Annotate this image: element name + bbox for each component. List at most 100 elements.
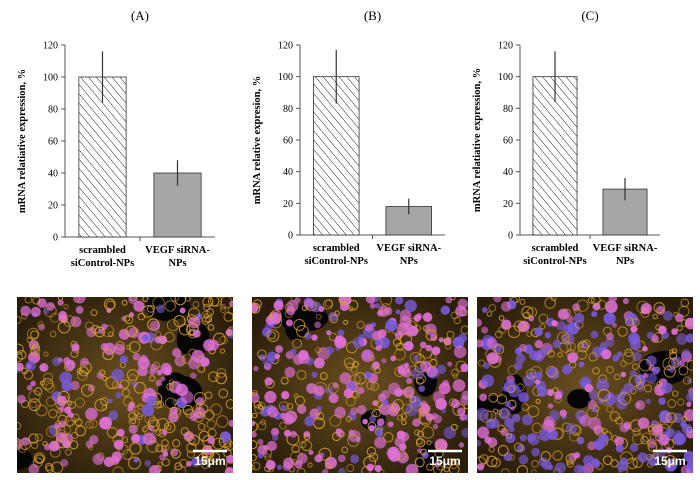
cell [346, 464, 355, 473]
cell [20, 305, 31, 317]
cell [369, 355, 375, 362]
cell [417, 448, 423, 454]
cell [116, 428, 125, 437]
cell [601, 428, 608, 435]
cell [577, 341, 589, 353]
cell [285, 319, 294, 327]
cell [219, 335, 228, 345]
cell [183, 431, 195, 442]
cell [112, 466, 124, 473]
cell [316, 412, 325, 421]
cell [391, 403, 401, 413]
y-tick-label: 20 [503, 199, 513, 210]
cell [301, 305, 308, 311]
cell [354, 372, 367, 385]
cell [403, 341, 414, 352]
cell [313, 357, 325, 369]
cell [534, 340, 543, 349]
cell [452, 379, 466, 392]
cell [155, 444, 164, 453]
cell [411, 367, 425, 380]
cell [562, 324, 572, 333]
cell [298, 441, 307, 449]
cell [294, 395, 306, 406]
cell [329, 314, 339, 324]
cell [573, 452, 581, 459]
cell [482, 362, 490, 370]
cell [321, 469, 329, 473]
cell [253, 366, 259, 372]
cell [219, 348, 226, 354]
cell [425, 329, 438, 341]
cell [254, 404, 265, 414]
cell [394, 388, 403, 397]
cell [315, 347, 322, 354]
cell [521, 306, 534, 319]
cell [374, 436, 387, 449]
cell [496, 394, 508, 405]
cell [57, 299, 64, 306]
cell [186, 442, 197, 454]
cell [34, 387, 43, 396]
cell [30, 380, 37, 387]
cell [113, 343, 126, 356]
cell [159, 454, 166, 461]
cell [334, 406, 346, 419]
cell [658, 434, 670, 446]
cell [182, 404, 194, 416]
cell [314, 321, 322, 329]
cell [588, 390, 600, 401]
cell [675, 313, 684, 323]
cell [85, 407, 98, 421]
cell [513, 442, 524, 452]
cell [669, 351, 678, 360]
cell [369, 302, 376, 309]
cell [367, 421, 377, 431]
cell [128, 456, 141, 470]
cell [366, 463, 374, 472]
cell [393, 348, 406, 361]
cell [397, 414, 404, 421]
cell [358, 334, 364, 340]
cell [318, 306, 325, 313]
cell [185, 323, 199, 337]
cell [252, 412, 258, 419]
cell [421, 426, 435, 439]
cell [172, 439, 181, 448]
y-tick-label: 60 [48, 137, 58, 148]
cell [581, 339, 591, 349]
cell [324, 299, 334, 308]
cell [45, 382, 56, 393]
cell [578, 465, 587, 473]
cell [17, 394, 26, 404]
cell [197, 364, 206, 373]
cell [184, 432, 192, 440]
cell [507, 325, 521, 339]
cell [528, 350, 539, 360]
cell [128, 341, 141, 353]
cell [567, 352, 578, 363]
y-axis-label: mRNA relatiative expression, % [472, 68, 483, 212]
cell [676, 325, 683, 332]
cell [573, 313, 585, 324]
cell [289, 430, 297, 438]
cell [395, 309, 401, 315]
cell [113, 439, 124, 450]
cell [535, 398, 541, 405]
cell [534, 327, 544, 337]
cell [94, 326, 105, 338]
cell [210, 297, 223, 307]
cell [370, 382, 380, 391]
cell [379, 297, 393, 306]
cell [445, 297, 453, 304]
y-tick-label: 60 [503, 136, 513, 147]
cell [155, 379, 163, 387]
cell [286, 402, 294, 410]
cell [438, 337, 444, 343]
cell [187, 436, 196, 445]
cell [446, 330, 455, 339]
cell [606, 366, 614, 374]
cell [28, 433, 39, 444]
cell [434, 460, 441, 468]
cell [419, 341, 427, 349]
